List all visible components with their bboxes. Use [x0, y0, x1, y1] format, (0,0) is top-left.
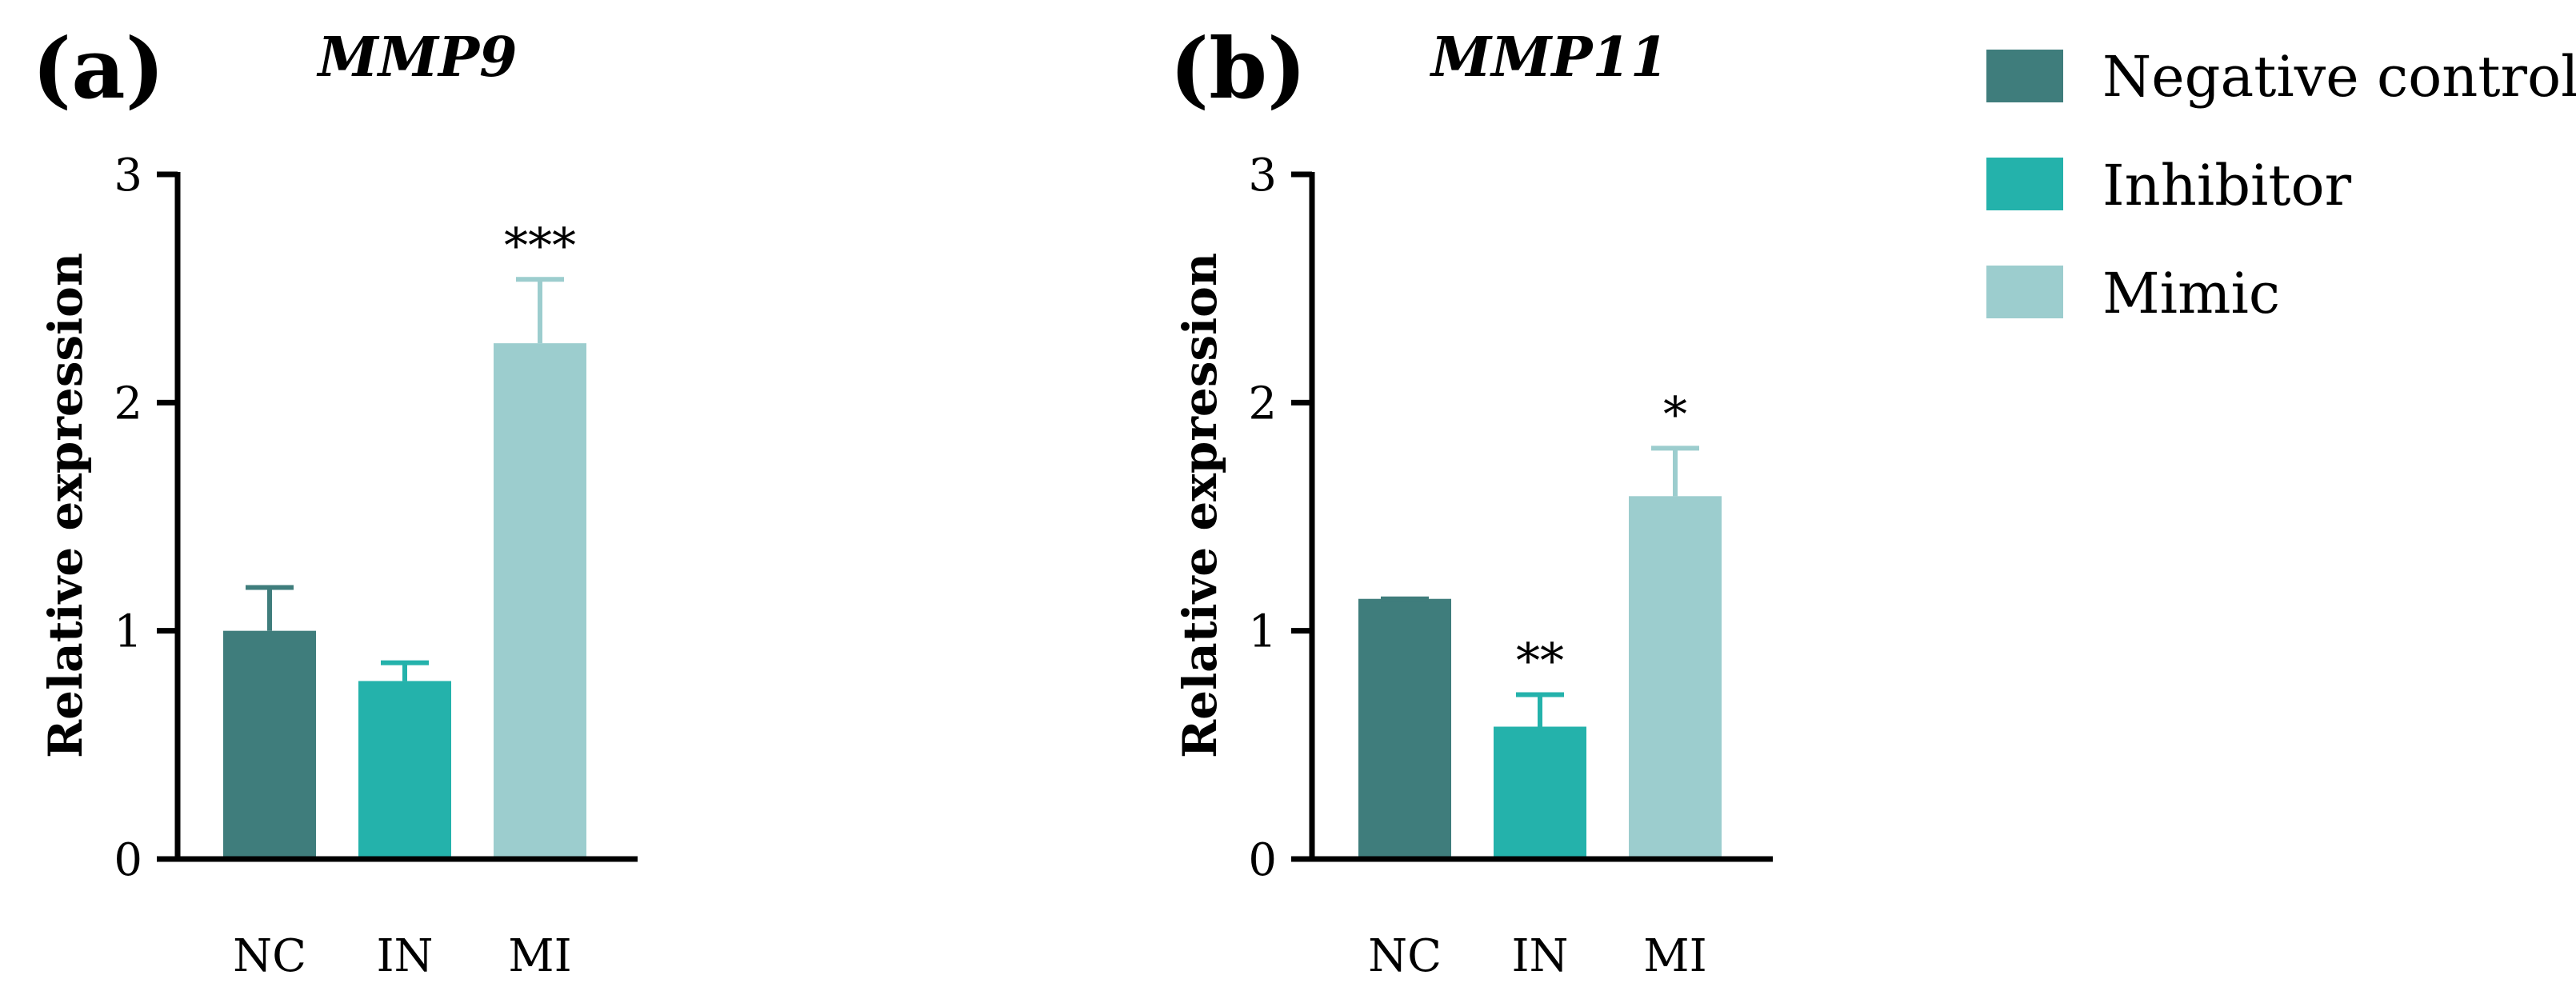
panel-a-category-label-in: IN	[376, 930, 433, 982]
panel-b-category-label-mi: MI	[1643, 930, 1706, 982]
legend-label-mimic: Mimic	[2102, 261, 2280, 326]
legend-label-inhibitor: Inhibitor	[2102, 153, 2352, 218]
panel-a-y-tick-label-3: 3	[114, 150, 142, 202]
legend: Negative control Inhibitor Mimic	[1986, 44, 2576, 326]
panel-b-category-label-nc: NC	[1368, 930, 1442, 982]
legend-swatch-mimic	[1986, 266, 2063, 318]
panel-b-y-tick-label-0: 0	[1248, 834, 1277, 886]
panel-b-bar-in	[1494, 726, 1586, 859]
panel-b-category-labels: NC IN MI	[1368, 930, 1707, 982]
panel-a-label: (a)	[32, 19, 165, 118]
panel-b-significance-mi: *	[1663, 386, 1687, 442]
panel-a-y-tick-label-2: 2	[114, 378, 142, 430]
panel-b-bar-mi	[1629, 496, 1722, 859]
panel-b-y-ticks: 0 1 2 3	[1248, 150, 1312, 886]
panel-a-y-tick-label-0: 0	[114, 834, 142, 886]
panel-b-y-tick-label-3: 3	[1248, 150, 1277, 202]
legend-swatch-inhibitor	[1986, 158, 2063, 210]
legend-swatch-negative-control	[1986, 50, 2063, 102]
panel-b-axes	[1309, 172, 1773, 862]
panel-a-category-labels: NC IN MI	[233, 930, 572, 982]
panel-a-category-label-mi: MI	[508, 930, 571, 982]
panel-a-bars: ***	[223, 218, 586, 859]
panel-a-y-tick-label-1: 1	[114, 606, 142, 658]
panel-b-y-tick-label-1: 1	[1248, 606, 1277, 658]
panel-a-y-axis-title: Relative expression	[38, 253, 93, 758]
panel-b-bar-nc	[1358, 598, 1451, 859]
legend-label-negative-control: Negative control	[2102, 44, 2576, 110]
panel-b-title: MMP11	[1430, 26, 1668, 90]
panel-b-label: (b)	[1170, 19, 1306, 118]
panel-a-bar-mi	[494, 343, 586, 859]
panel-a-axes	[174, 172, 638, 862]
panel-a-significance-mi: ***	[504, 218, 576, 274]
panel-a-title: MMP9	[317, 26, 518, 90]
panel-b-category-label-in: IN	[1511, 930, 1568, 982]
panel-a-bar-in	[358, 681, 451, 859]
panel-a-category-label-nc: NC	[233, 930, 306, 982]
panel-b-significance-in: **	[1516, 633, 1564, 689]
panel-b-bars: ***	[1358, 386, 1722, 859]
panel-b-y-tick-label-2: 2	[1248, 378, 1277, 430]
panel-a-bar-nc	[223, 630, 316, 859]
panel-mmp9: (a) MMP9 Relative expression *** 0 1 2 3 NC…	[32, 19, 638, 982]
panel-b-y-axis-title: Relative expression	[1173, 253, 1227, 758]
panel-a-y-ticks: 0 1 2 3	[114, 150, 178, 886]
